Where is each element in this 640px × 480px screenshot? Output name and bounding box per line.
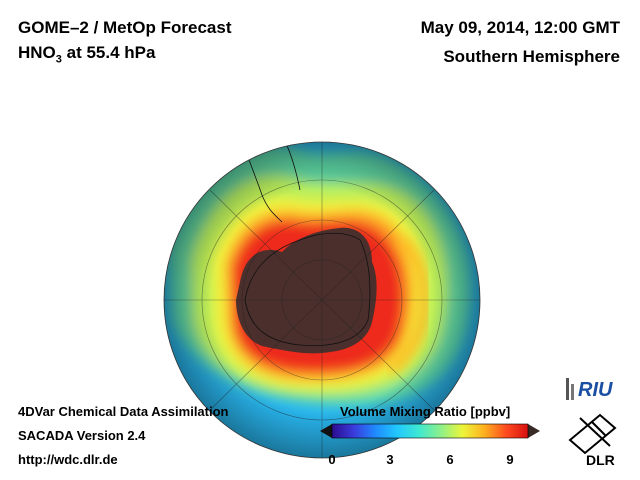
map-subtitle: HNO3 at 55.4 hPa	[18, 43, 155, 65]
species-name: HNO	[18, 43, 56, 62]
colorbar-low-arrow	[320, 424, 332, 438]
riu-logo-text: RIU	[578, 379, 613, 401]
colorbar	[320, 423, 540, 439]
hemisphere-label: Southern Hemisphere	[443, 47, 620, 66]
colorbar-high-arrow	[528, 424, 540, 438]
footer-url[interactable]: http://wdc.dlr.de	[18, 452, 118, 467]
colorbar-title: Volume Mixing Ratio [ppbv]	[340, 404, 511, 419]
dlr-logo-text: DLR	[586, 452, 615, 468]
forecast-datetime: May 09, 2014, 12:00 GMT	[420, 18, 620, 37]
colorbar-tick-0: 0	[328, 452, 336, 467]
colorbar-tick-6: 6	[446, 452, 454, 467]
globe-field	[164, 142, 480, 458]
colorbar-tick-3: 3	[386, 452, 394, 467]
pressure-level: at 55.4 hPa	[61, 43, 156, 62]
map-title: GOME–2 / MetOp Forecast	[18, 18, 232, 37]
footer-version: SACADA Version 2.4	[18, 428, 146, 443]
riu-logo: RIU	[566, 378, 613, 401]
dlr-logo: DLR	[568, 413, 617, 468]
footer-method: 4DVar Chemical Data Assimilation	[18, 404, 229, 419]
species-subscript: 3	[55, 53, 62, 66]
colorbar-tick-9: 9	[506, 452, 514, 467]
colorbar-gradient	[331, 423, 529, 439]
